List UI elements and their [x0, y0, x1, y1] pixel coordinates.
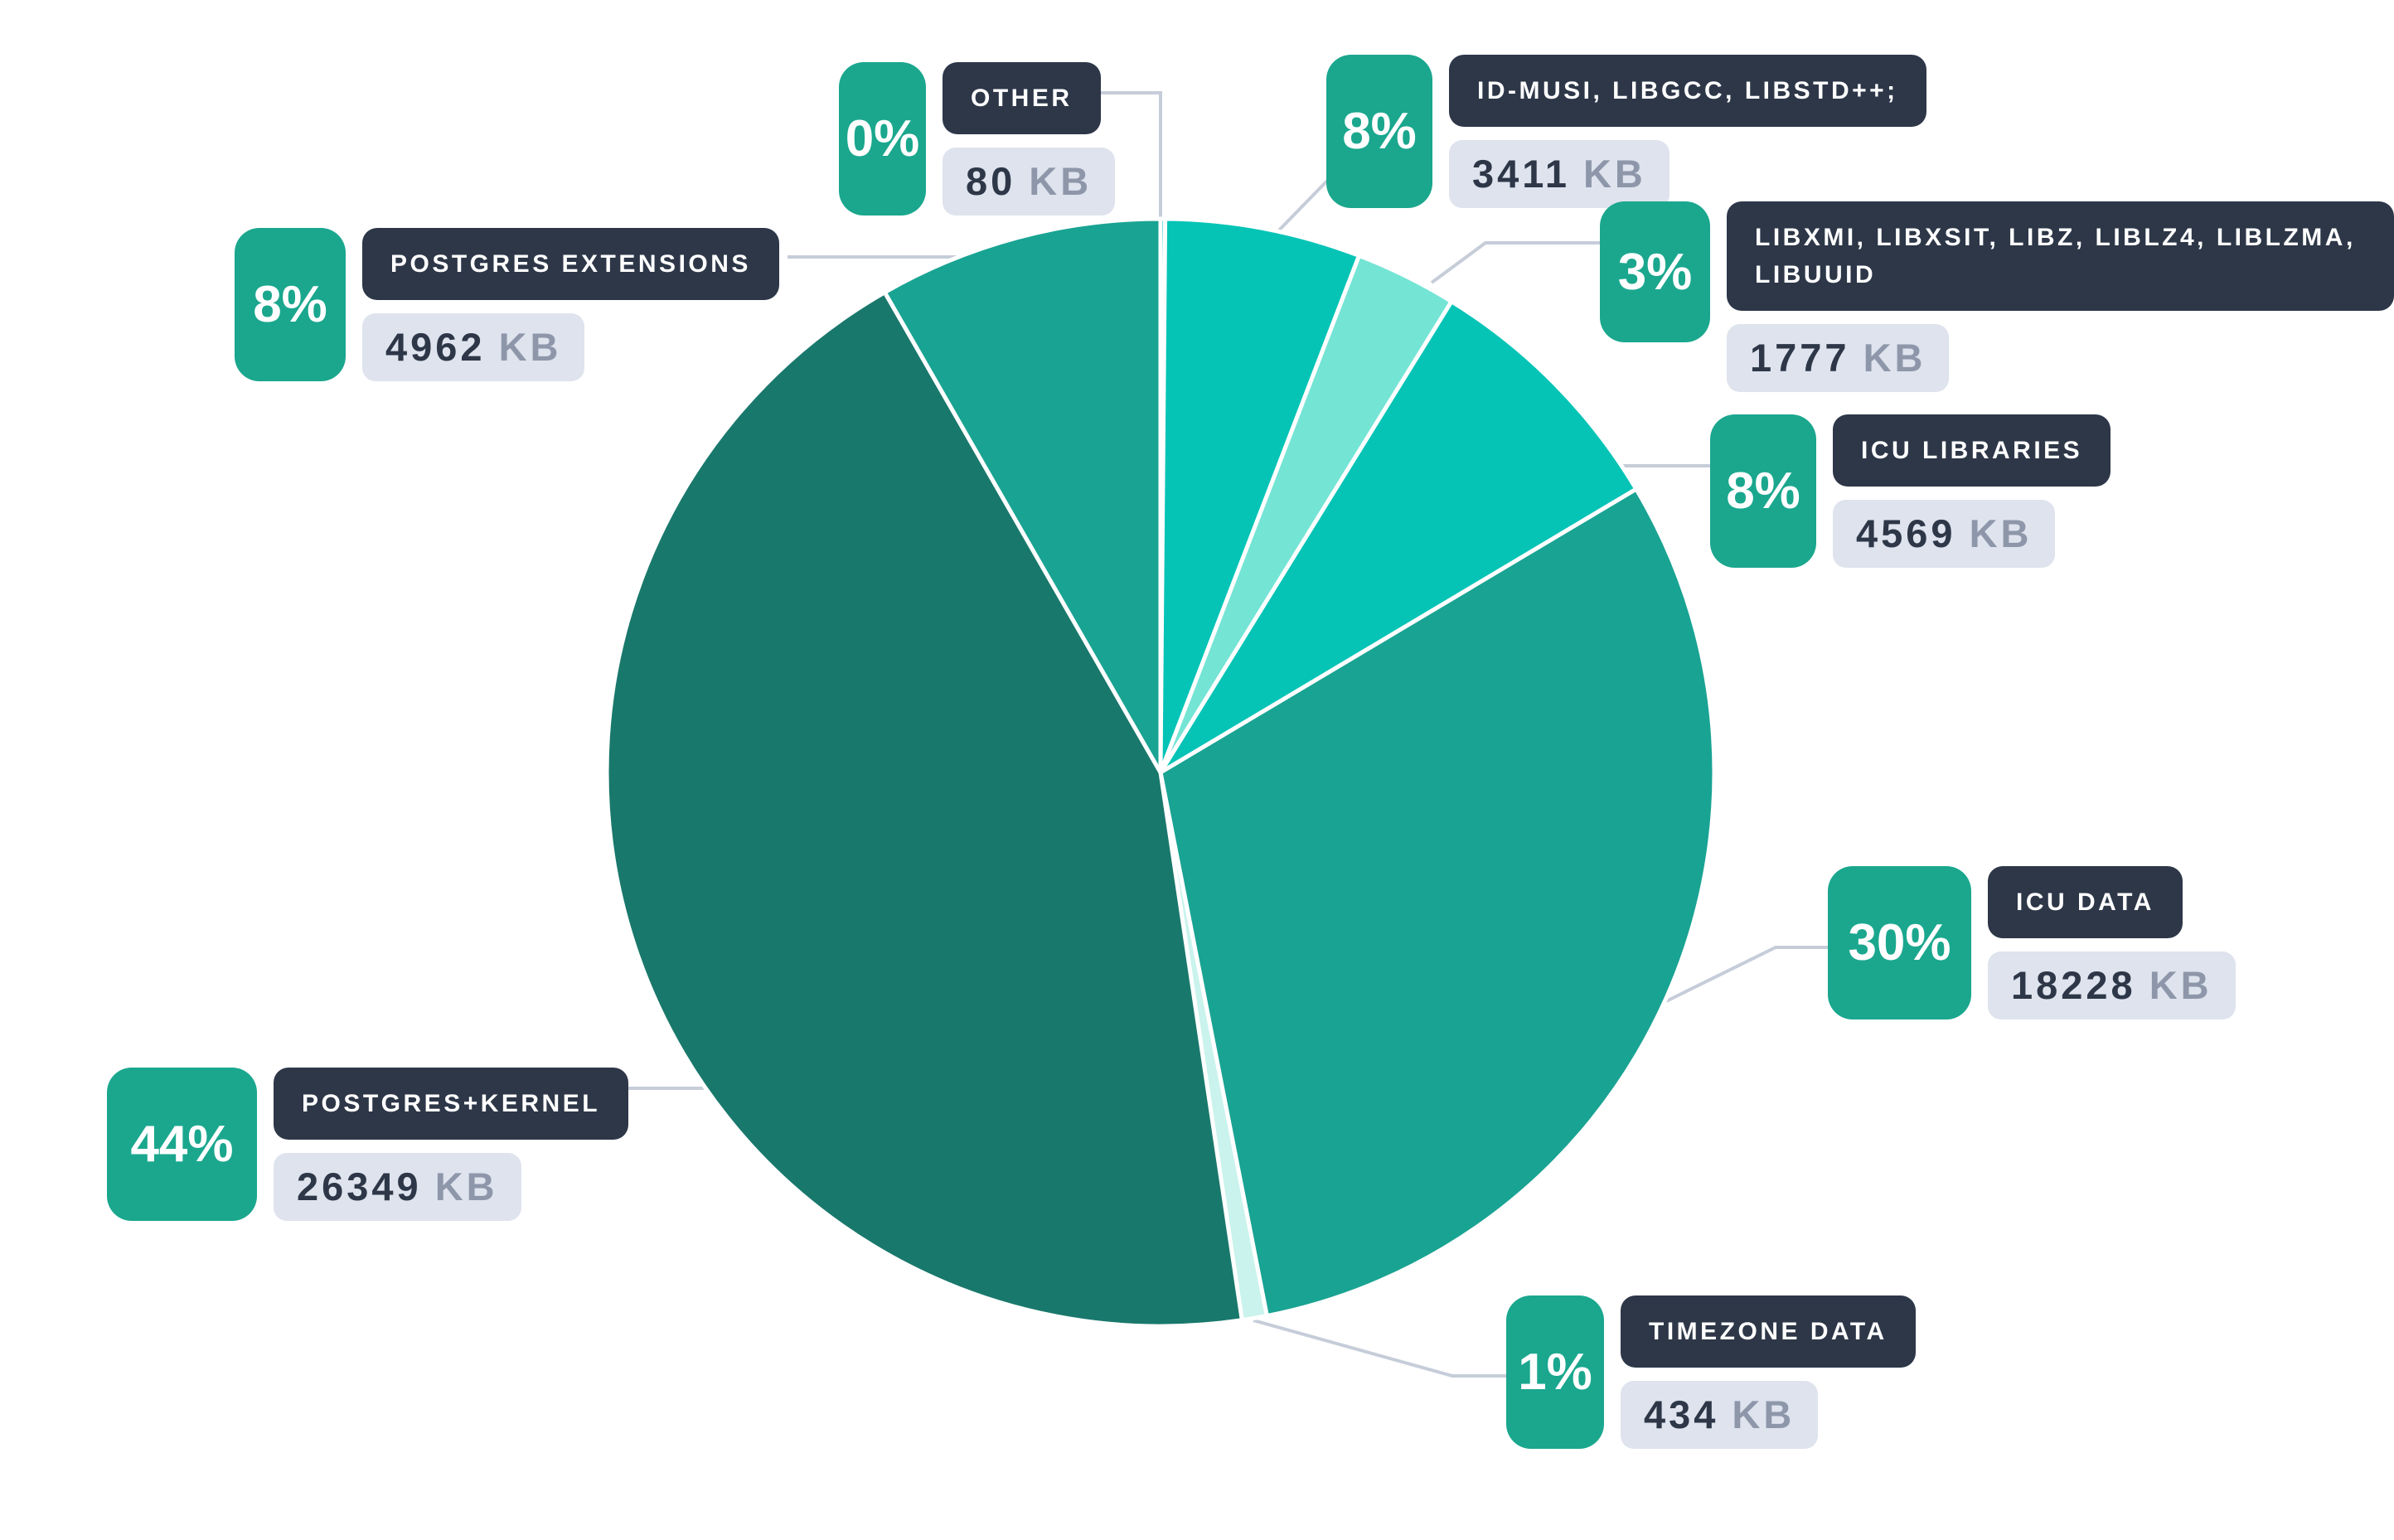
size-badge-other: 80 KB	[943, 148, 1116, 216]
size-badge-icu-data: 18228 KB	[1988, 952, 2236, 1019]
size-badge-postgres-extensions: 4962 KB	[362, 313, 585, 381]
size-unit: KB	[1969, 511, 2033, 555]
percent-badge-other: 0%	[839, 62, 926, 216]
size-badge-icu-libraries: 4569 KB	[1833, 500, 2056, 568]
size-unit: KB	[434, 1165, 498, 1208]
pie-slice-postgres-kernel	[604, 290, 1244, 1329]
category-badge-libxmi-libxsit-libz-liblz4-liblzma-libuuid: LIBXMI, LIBXSIT, LIBZ, LIBLZ4, LIBLZMA, …	[1727, 201, 2394, 311]
label-column-icu-libraries: ICU LIBRARIES 4569 KB	[1833, 414, 2111, 568]
label-block-postgres-extensions: 8% POSTGRES EXTENSIONS 4962 KB	[235, 228, 779, 381]
label-column-other: OTHER 80 KB	[943, 62, 1116, 216]
label-column-libxmi-libxsit-libz-liblz4-liblzma-libuuid: LIBXMI, LIBXSIT, LIBZ, LIBLZ4, LIBLZMA, …	[1727, 201, 2394, 392]
pie-slice-postgres-extensions	[882, 216, 1163, 775]
pie-slice-icu-data	[1158, 487, 1717, 1319]
size-value: 4569	[1856, 511, 1956, 555]
category-badge-icu-data: ICU DATA	[1988, 866, 2183, 938]
size-value: 4962	[385, 325, 486, 369]
label-column-postgres-kernel: POSTGRES+KERNEL 26349 KB	[274, 1068, 629, 1221]
size-unit: KB	[1029, 159, 1093, 203]
leader-line-timezone-data	[1253, 1319, 1529, 1378]
leader-line-icu-data	[1665, 946, 1853, 1003]
category-badge-id-musi-libgcc-libstd: ID-MUSI, LIBGCC, LIBSTD++;	[1449, 55, 1926, 127]
percent-badge-icu-libraries: 8%	[1710, 414, 1816, 568]
size-unit: KB	[498, 325, 562, 369]
percent-badge-id-musi-libgcc-libstd: 8%	[1326, 55, 1432, 208]
percent-badge-postgres-kernel: 44%	[107, 1068, 257, 1221]
size-badge-timezone-data: 434 KB	[1621, 1381, 1819, 1449]
percent-badge-icu-data: 30%	[1828, 866, 1971, 1019]
pie-slice-icu-libraries	[1158, 299, 1639, 775]
label-block-icu-data: 30% ICU DATA 18228 KB	[1828, 866, 2236, 1019]
label-column-icu-data: ICU DATA 18228 KB	[1988, 866, 2236, 1019]
size-unit: KB	[1863, 336, 1926, 380]
leader-line-other	[1078, 91, 1162, 225]
label-block-timezone-data: 1% TIMEZONE DATA 434 KB	[1506, 1295, 1916, 1449]
label-block-icu-libraries: 8% ICU LIBRARIES 4569 KB	[1710, 414, 2111, 568]
label-block-id-musi-libgcc-libstd: 8% ID-MUSI, LIBGCC, LIBSTD++; 3411 KB	[1326, 55, 1926, 208]
label-column-id-musi-libgcc-libstd: ID-MUSI, LIBGCC, LIBSTD++; 3411 KB	[1449, 55, 1926, 208]
category-badge-timezone-data: TIMEZONE DATA	[1621, 1295, 1916, 1368]
label-block-other: 0% OTHER 80 KB	[839, 62, 1116, 216]
category-badge-icu-libraries: ICU LIBRARIES	[1833, 414, 2111, 487]
category-badge-postgres-kernel: POSTGRES+KERNEL	[274, 1068, 629, 1140]
size-unit: KB	[2149, 963, 2212, 1007]
leader-line-libxmi-libxsit-libz-liblz4-liblzma-libuuid	[1430, 241, 1616, 284]
size-unit: KB	[1732, 1392, 1796, 1436]
size-value: 1777	[1750, 336, 1850, 380]
category-badge-postgres-extensions: POSTGRES EXTENSIONS	[362, 228, 779, 300]
size-value: 26349	[297, 1165, 422, 1208]
size-badge-libxmi-libxsit-libz-liblz4-liblzma-libuuid: 1777 KB	[1727, 324, 1950, 392]
pie-slice-id-musi-libgcc-libstd	[1158, 216, 1362, 775]
label-block-libxmi-libxsit-libz-liblz4-liblzma-libuuid: 3% LIBXMI, LIBXSIT, LIBZ, LIBLZ4, LIBLZMA…	[1600, 201, 2394, 392]
label-column-timezone-data: TIMEZONE DATA 434 KB	[1621, 1295, 1916, 1449]
size-badge-id-musi-libgcc-libstd: 3411 KB	[1449, 140, 1670, 208]
percent-badge-libxmi-libxsit-libz-liblz4-liblzma-libuuid: 3%	[1600, 201, 1710, 342]
label-column-postgres-extensions: POSTGRES EXTENSIONS 4962 KB	[362, 228, 779, 381]
percent-badge-timezone-data: 1%	[1506, 1295, 1604, 1449]
percent-badge-postgres-extensions: 8%	[235, 228, 346, 381]
label-block-postgres-kernel: 44% POSTGRES+KERNEL 26349 KB	[107, 1068, 629, 1221]
size-value: 18228	[2011, 963, 2136, 1007]
size-value: 434	[1644, 1392, 1719, 1436]
size-badge-postgres-kernel: 26349 KB	[274, 1153, 521, 1221]
size-value: 3411	[1472, 152, 1570, 196]
size-value: 80	[966, 159, 1016, 203]
category-badge-other: OTHER	[943, 62, 1101, 134]
size-unit: KB	[1582, 152, 1646, 196]
